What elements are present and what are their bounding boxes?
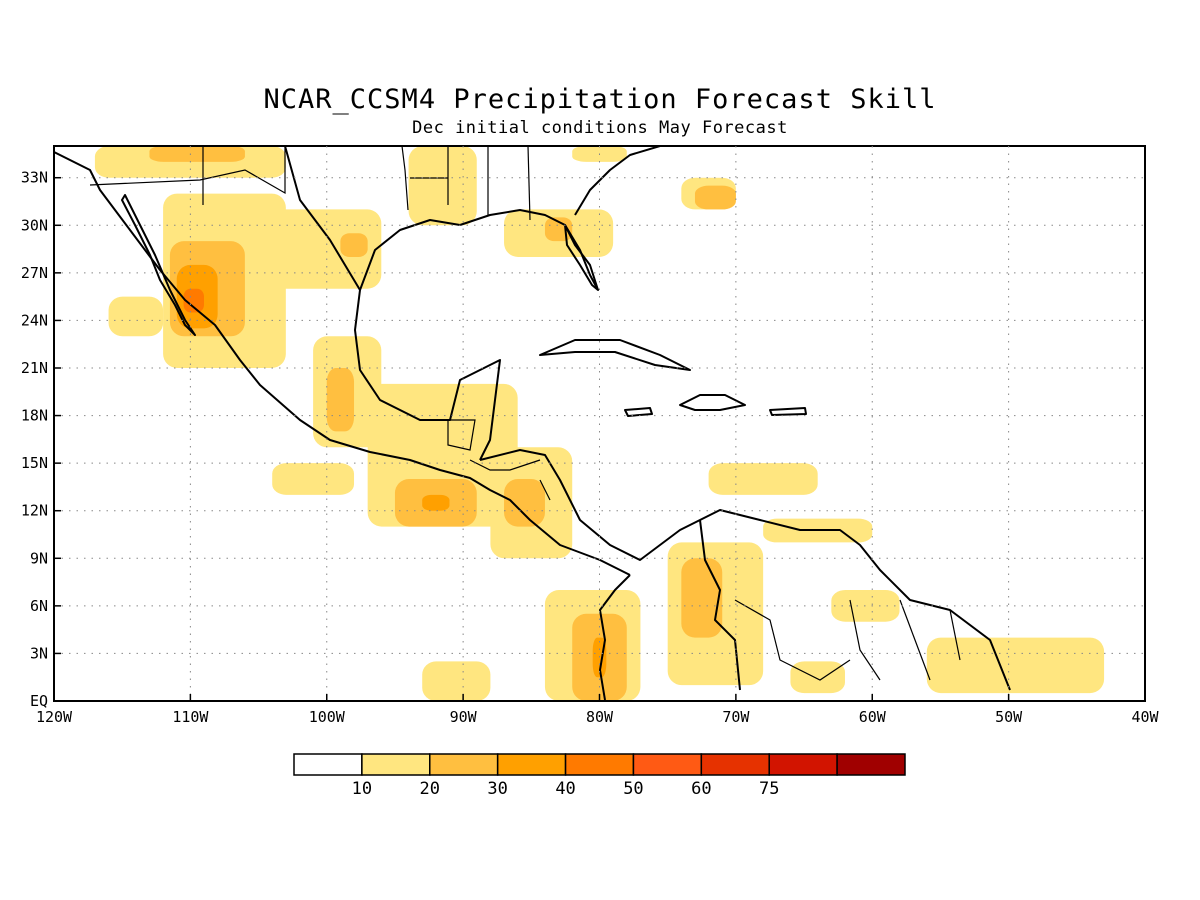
map-title: NCAR_CCSM4 Precipitation Forecast Skill — [263, 84, 937, 115]
lon-tick-label: 120W — [36, 708, 73, 726]
lon-tick-label: 100W — [309, 708, 346, 726]
skill-region-16 — [272, 463, 355, 495]
colorbar-swatch-0 — [293, 753, 363, 776]
colorbar-label: 40 — [555, 779, 575, 799]
skill-region-3 — [183, 288, 205, 313]
skill-region-33 — [694, 185, 736, 210]
coastlines — [54, 146, 1011, 701]
skill-region-4 — [108, 296, 164, 337]
lat-tick-label: 9N — [30, 549, 48, 567]
colorbar-label: 10 — [352, 779, 372, 799]
lon-tick-label: 60W — [859, 708, 887, 726]
lon-tick-label: 90W — [450, 708, 478, 726]
map-subtitle: Dec initial conditions May Forecast — [412, 118, 788, 138]
lat-tick-label: 30N — [21, 216, 48, 234]
skill-region-22 — [708, 463, 818, 495]
lon-tick-label: 40W — [1131, 708, 1159, 726]
colorbar-swatch-5 — [632, 753, 703, 776]
colorbar-label: 75 — [759, 779, 779, 799]
gridlines — [54, 146, 1145, 701]
skill-region-10 — [326, 368, 355, 432]
colorbar-swatch-8 — [836, 753, 906, 776]
lon-tick-label: 110W — [172, 708, 209, 726]
colorbar-label: 60 — [691, 779, 711, 799]
colorbar-label: 30 — [487, 779, 507, 799]
colorbar-swatch-1 — [361, 753, 431, 776]
colorbar: 10 20 30 40 50 60 75 — [293, 753, 906, 799]
lat-tick-label: 24N — [21, 311, 48, 329]
lat-tick-label: 6N — [30, 597, 48, 615]
lon-tick-label: 70W — [722, 708, 750, 726]
colorbar-swatch-7 — [768, 753, 838, 776]
lat-tick-label: 12N — [21, 502, 48, 520]
skill-region-15 — [504, 479, 545, 527]
skill-region-27 — [422, 661, 491, 701]
skill-region-13 — [422, 494, 450, 511]
political-borders — [89, 146, 961, 681]
colorbar-swatch-2 — [429, 753, 499, 776]
skill-region-21 — [681, 558, 723, 638]
lat-tick-label: 3N — [30, 644, 48, 662]
colorbar-swatch-4 — [564, 753, 635, 776]
lon-tick-label: 50W — [995, 708, 1023, 726]
lon-tick-label: 80W — [586, 708, 614, 726]
colorbar-label: 50 — [623, 779, 643, 799]
skill-region-25 — [926, 637, 1105, 694]
skill-region-6 — [149, 146, 245, 162]
lat-tick-label: 18N — [21, 407, 48, 425]
lat-tick-label: 21N — [21, 359, 48, 377]
lat-tick-label: 27N — [21, 264, 48, 282]
colorbar-label: 20 — [420, 779, 440, 799]
colorbar-swatch-3 — [496, 753, 567, 776]
skill-region-26 — [790, 661, 845, 694]
skill-region-8 — [340, 233, 368, 257]
lat-tick-label: EQ — [30, 692, 48, 710]
map-axes: 120W 110W 100W 90W 80W 70W 60W 50W 40W EQ 3N 6N 9N 12… — [21, 169, 1160, 726]
lat-tick-label: 33N — [21, 169, 48, 187]
colorbar-swatch-6 — [700, 753, 770, 776]
lat-tick-label: 15N — [21, 454, 48, 472]
skill-region-30 — [408, 146, 477, 226]
